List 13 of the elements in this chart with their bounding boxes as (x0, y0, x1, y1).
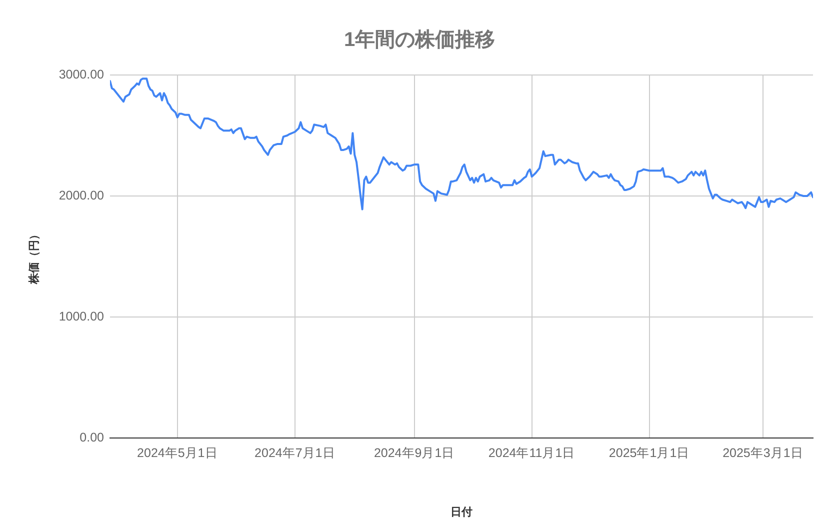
x-tick-label: 2024年9月1日 (374, 446, 455, 460)
x-tick-label: 2024年5月1日 (137, 446, 218, 460)
chart-title: 1年間の株価推移 (342, 28, 496, 52)
x-tick-label: 2024年7月1日 (254, 446, 336, 460)
x-tick-label: 2025年1月1日 (608, 446, 690, 460)
y-tick-label: 2000.00 (58, 188, 104, 202)
x-tick-label: 2024年11月1日 (488, 446, 576, 460)
x-tick-label: 2025年3月1日 (722, 446, 804, 460)
x-axis-title: 日付 (450, 506, 472, 518)
y-tick-label: 3000.00 (58, 67, 104, 82)
y-tick-label: 0.00 (80, 430, 104, 444)
y-axis-title: 株価（円） (28, 229, 41, 285)
y-tick-label: 1000.00 (58, 309, 104, 324)
